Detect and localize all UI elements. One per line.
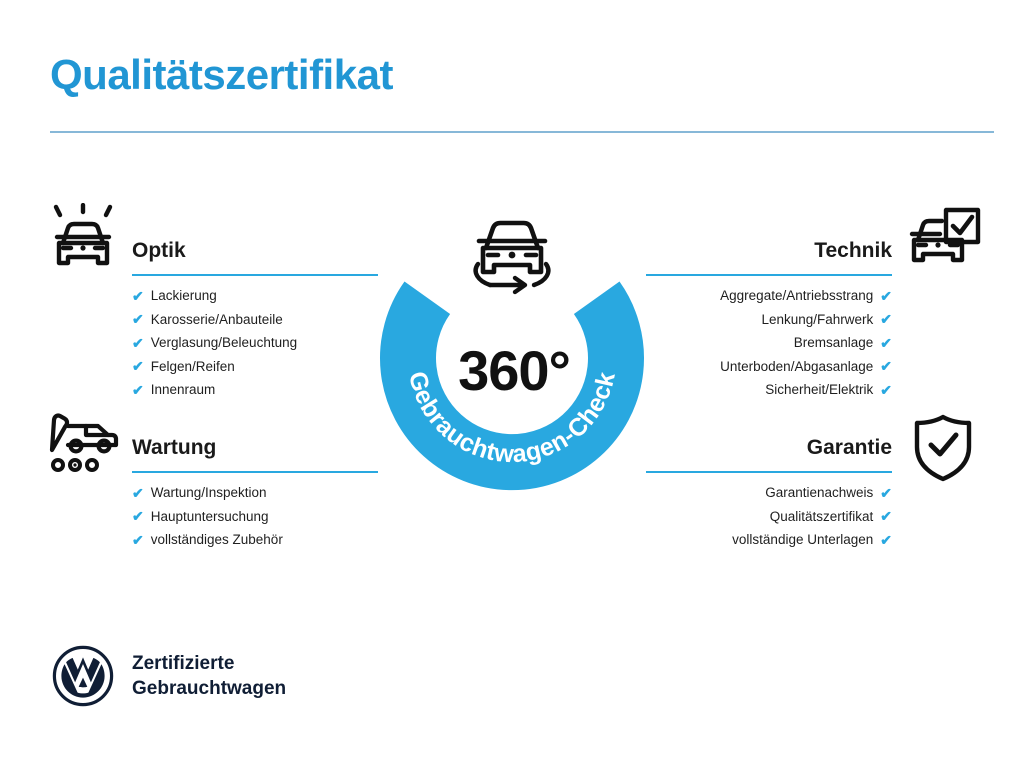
- check-icon: ✔: [880, 531, 892, 548]
- check-icon: ✔: [880, 311, 892, 328]
- check-icon: ✔: [132, 358, 144, 375]
- check-list-item: Unterboden/Abgasanlage ✔: [646, 355, 892, 379]
- check-icon: ✔: [880, 358, 892, 375]
- car-front-checkbox-icon: [906, 206, 982, 279]
- check-icon: ✔: [132, 287, 144, 304]
- section-optik-title: Optik: [132, 239, 186, 262]
- check-icon: ✔: [132, 334, 144, 351]
- brand-line-2: Gebrauchtwagen: [132, 678, 287, 699]
- check-list-item-label: Lenkung/Fahrwerk: [761, 311, 874, 327]
- section-garantie-title: Garantie: [806, 436, 892, 459]
- check-list-item-label: Qualitätszertifikat: [769, 508, 874, 524]
- section-wartung-list: ✔ Wartung/Inspektion ✔ Hauptuntersuchung ✔ vo…: [132, 481, 378, 552]
- check-list-item: ✔ Wartung/Inspektion: [132, 481, 378, 505]
- check-list-item-label: Innenraum: [150, 382, 216, 397]
- car-front-shine-icon: [46, 202, 120, 280]
- shield-check-icon: [912, 413, 974, 488]
- section-optik-underline: [132, 274, 378, 276]
- check-list-item-label: Aggregate/Antriebsstrang: [720, 288, 874, 303]
- check-list-item: Aggregate/Antriebsstrang ✔: [646, 284, 892, 308]
- check-icon: ✔: [132, 311, 144, 328]
- check-list-item: ✔ Karosserie/Anbauteile: [132, 308, 378, 332]
- section-technik-list: Aggregate/Antriebsstrang ✔ Lenkung/Fahrwer…: [646, 284, 892, 402]
- check-icon: ✔: [880, 508, 892, 525]
- check-list-item: ✔ Felgen/Reifen: [132, 355, 378, 379]
- check-list-item: ✔ vollständiges Zubehör: [132, 528, 378, 552]
- check-icon: ✔: [880, 287, 892, 304]
- check-list-item-label: Hauptuntersuchung: [150, 508, 269, 524]
- check-icon: ✔: [880, 484, 892, 501]
- check-icon: ✔: [132, 531, 144, 548]
- section-optik-header: Optik: [132, 236, 378, 276]
- section-optik: Optik ✔ Lackierung ✔ Karosserie/Anbauteile ✔…: [132, 236, 378, 402]
- 360-check-badge: Gebrauchtwagen-Check 360°: [376, 198, 648, 498]
- check-icon: ✔: [880, 334, 892, 351]
- section-wartung-underline: [132, 471, 378, 473]
- check-list-item-label: Bremsanlage: [793, 335, 874, 350]
- check-icon: ✔: [880, 381, 892, 398]
- check-list-item-label: Lackierung: [150, 288, 217, 303]
- check-list-item-label: Sicherheit/Elektrik: [765, 382, 874, 397]
- section-technik-title: Technik: [814, 239, 892, 262]
- brand-text: Zertifizierte Gebrauchtwagen: [132, 651, 286, 701]
- section-technik-header: Technik: [646, 236, 892, 276]
- car-front-rotation-icon: [473, 220, 551, 295]
- check-list-item: ✔ Innenraum: [132, 378, 378, 402]
- section-garantie: Garantie Garantienachweis ✔ Qualitätszerti…: [646, 433, 892, 552]
- check-list-item-label: Felgen/Reifen: [150, 358, 235, 374]
- check-list-item: Bremsanlage ✔: [646, 331, 892, 355]
- check-list-item: vollständige Unterlagen ✔: [646, 528, 892, 552]
- page-title: Qualitätszertifikat: [50, 51, 393, 98]
- section-optik-list: ✔ Lackierung ✔ Karosserie/Anbauteile ✔ Vergla…: [132, 284, 378, 402]
- section-garantie-header: Garantie: [646, 433, 892, 473]
- check-list-item: Qualitätszertifikat ✔: [646, 505, 892, 529]
- check-list-item: ✔ Lackierung: [132, 284, 378, 308]
- check-list-item-label: Karosserie/Anbauteile: [150, 311, 283, 327]
- header-divider: [50, 131, 994, 133]
- check-list-item-label: vollständige Unterlagen: [732, 532, 874, 547]
- car-service-oil-icon: [46, 412, 120, 479]
- section-garantie-underline: [646, 471, 892, 473]
- check-icon: ✔: [132, 508, 144, 525]
- brand-line-1: Zertifizierte: [132, 653, 235, 674]
- check-list-item-label: Garantienachweis: [765, 485, 874, 500]
- badge-ring: [380, 281, 644, 491]
- check-icon: ✔: [132, 484, 144, 501]
- section-technik-underline: [646, 274, 892, 276]
- check-list-item-label: Unterboden/Abgasanlage: [720, 358, 874, 374]
- check-icon: ✔: [132, 381, 144, 398]
- check-list-item: Sicherheit/Elektrik ✔: [646, 378, 892, 402]
- section-wartung-title: Wartung: [132, 436, 217, 459]
- section-wartung-header: Wartung: [132, 433, 378, 473]
- check-list-item: ✔ Hauptuntersuchung: [132, 505, 378, 529]
- check-list-item-label: Wartung/Inspektion: [150, 485, 267, 500]
- footer-brand: Zertifizierte Gebrauchtwagen: [52, 645, 286, 707]
- section-technik: Technik Aggregate/Antriebsstrang ✔ Lenkung…: [646, 236, 892, 402]
- section-wartung: Wartung ✔ Wartung/Inspektion ✔ Hauptuntersu…: [132, 433, 378, 552]
- check-list-item: Lenkung/Fahrwerk ✔: [646, 308, 892, 332]
- check-list-item: Garantienachweis ✔: [646, 481, 892, 505]
- check-list-item-label: Verglasung/Beleuchtung: [150, 335, 298, 350]
- check-list-item-label: vollständiges Zubehör: [150, 532, 283, 547]
- check-list-item: ✔ Verglasung/Beleuchtung: [132, 331, 378, 355]
- section-garantie-list: Garantienachweis ✔ Qualitätszertifikat ✔ vol…: [646, 481, 892, 552]
- volkswagen-logo: [52, 645, 114, 707]
- badge-ring-svg: Gebrauchtwagen-Check: [380, 220, 644, 491]
